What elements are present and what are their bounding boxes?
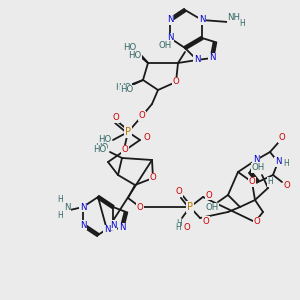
Text: N: N: [104, 226, 110, 235]
Text: H: H: [176, 220, 182, 229]
Text: N: N: [110, 220, 116, 230]
Text: O: O: [172, 77, 179, 86]
Text: HO: HO: [98, 136, 112, 145]
Text: HO: HO: [118, 83, 132, 92]
Text: O: O: [144, 134, 150, 142]
Text: N: N: [194, 56, 200, 64]
Text: HO: HO: [116, 83, 129, 92]
Text: N: N: [199, 16, 205, 25]
Text: H: H: [175, 224, 181, 232]
Text: H: H: [239, 20, 245, 28]
Text: O: O: [254, 218, 260, 226]
Text: H: H: [283, 160, 289, 169]
Text: O: O: [249, 178, 255, 187]
Text: N: N: [167, 16, 173, 25]
Text: O: O: [142, 136, 149, 145]
Text: N: N: [209, 53, 215, 62]
Text: O: O: [184, 223, 190, 232]
Text: N: N: [64, 202, 70, 211]
Text: N: N: [167, 34, 173, 43]
Text: N: N: [275, 158, 281, 166]
Text: H: H: [267, 178, 273, 187]
Text: O: O: [136, 202, 143, 211]
Text: O: O: [176, 188, 182, 196]
Text: H: H: [57, 196, 63, 205]
Text: N: N: [80, 202, 86, 211]
Text: O: O: [202, 217, 209, 226]
Text: HO: HO: [123, 44, 136, 52]
Text: O: O: [122, 146, 128, 154]
Text: O: O: [279, 134, 285, 142]
Text: N: N: [119, 224, 125, 232]
Text: HO: HO: [128, 52, 142, 61]
Text: HO: HO: [120, 85, 134, 94]
Text: OH: OH: [206, 203, 219, 212]
Text: O: O: [112, 113, 119, 122]
Text: O: O: [150, 173, 156, 182]
Text: HO: HO: [93, 146, 106, 154]
Text: OH: OH: [251, 164, 265, 172]
Text: H: H: [57, 211, 63, 220]
Text: N: N: [253, 155, 259, 164]
Text: NH: NH: [227, 14, 241, 22]
Text: O: O: [139, 112, 145, 121]
Text: N: N: [80, 220, 86, 230]
Text: HO: HO: [95, 143, 109, 152]
Text: O: O: [284, 182, 290, 190]
Text: O: O: [206, 190, 212, 200]
Text: P: P: [187, 202, 193, 212]
Text: OH: OH: [251, 164, 265, 172]
Text: P: P: [125, 127, 131, 137]
Text: OH: OH: [158, 40, 172, 50]
